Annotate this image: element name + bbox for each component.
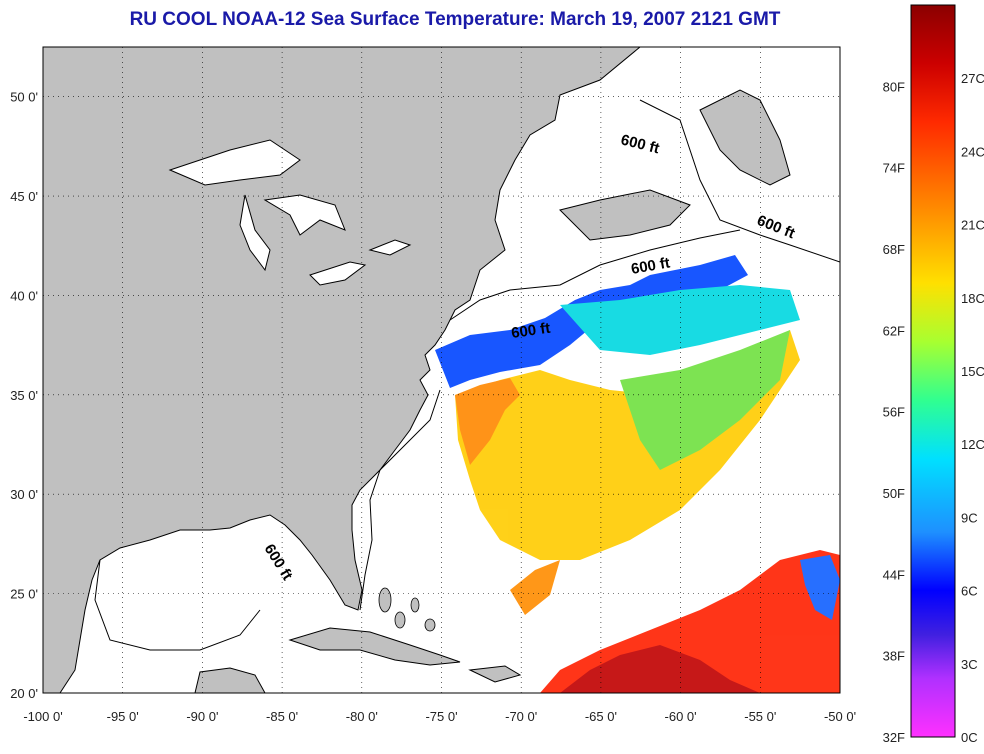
bahamas-islands — [378, 587, 436, 632]
newfoundland-land — [699, 89, 791, 186]
lat-tick-label: 50 0' — [10, 90, 38, 105]
lat-tick-label: 30 0' — [10, 487, 38, 502]
fahrenheit-label: 32F — [883, 730, 905, 745]
fahrenheit-label: 50F — [883, 486, 905, 501]
north-america-land — [43, 47, 641, 693]
yucatan-land — [194, 667, 266, 693]
tropical-blue-patch — [800, 555, 840, 620]
orange-patch — [510, 560, 560, 615]
contour-label: 600 ft — [630, 254, 672, 278]
fahrenheit-label: 62F — [883, 323, 905, 338]
nova-scotia-land — [559, 189, 691, 241]
slope-water — [560, 285, 800, 355]
map-title: RU COOL NOAA-12 Sea Surface Temperature:… — [129, 9, 781, 30]
colorbar-labels: 80F 74F 68F 62F 56F 50F 44F 38F 32F 27C 24C 21C 18C 1… — [883, 71, 984, 745]
celsius-label: 18C — [961, 291, 984, 306]
lon-tick-label: -70 0' — [505, 709, 537, 724]
hispaniola-land — [468, 665, 522, 683]
cuba-land — [288, 627, 461, 666]
celsius-label: 21C — [961, 218, 984, 233]
lat-tick-label: 45 0' — [10, 189, 38, 204]
celsius-label: 6C — [961, 584, 978, 599]
celsius-label: 27C — [961, 71, 984, 86]
celsius-label: 12C — [961, 437, 984, 452]
celsius-label: 15C — [961, 364, 984, 379]
lat-tick-label: 25 0' — [10, 587, 38, 602]
lon-tick-label: -80 0' — [346, 709, 378, 724]
fahrenheit-label: 44F — [883, 567, 905, 582]
celsius-label: 9C — [961, 510, 978, 525]
green-band — [620, 330, 790, 470]
axis-ticks: -100 0' -95 0' -90 0' -85 0' -80 0' -75 0' -70… — [10, 90, 856, 724]
lon-tick-label: -60 0' — [665, 709, 697, 724]
lon-tick-label: -90 0' — [186, 709, 218, 724]
lon-tick-label: -85 0' — [266, 709, 298, 724]
fahrenheit-label: 80F — [883, 79, 905, 94]
colorbar-gradient — [910, 4, 956, 738]
lon-tick-label: -55 0' — [744, 709, 776, 724]
great-lakes — [168, 139, 412, 286]
celsius-label: 3C — [961, 657, 978, 672]
lon-tick-label: -50 0' — [824, 709, 856, 724]
lat-tick-label: 20 0' — [10, 686, 38, 701]
600ft-contour — [94, 99, 840, 651]
fahrenheit-label: 38F — [883, 649, 905, 664]
lat-tick-label: 35 0' — [10, 388, 38, 403]
sst-swath — [435, 255, 840, 693]
gulf-stream-core — [455, 378, 520, 465]
fahrenheit-label: 56F — [883, 405, 905, 420]
lon-tick-label: -100 0' — [23, 709, 62, 724]
contour-label: 600 ft — [510, 320, 551, 342]
tropical-warm — [540, 550, 840, 693]
fahrenheit-label: 74F — [883, 161, 905, 176]
lon-tick-label: -75 0' — [425, 709, 457, 724]
lon-tick-label: -65 0' — [585, 709, 617, 724]
lat-tick-label: 40 0' — [10, 288, 38, 303]
lon-tick-label: -95 0' — [107, 709, 139, 724]
celsius-label: 0C — [961, 730, 978, 745]
celsius-label: 24C — [961, 144, 984, 159]
tropical-dark — [560, 645, 760, 693]
fahrenheit-label: 68F — [883, 242, 905, 257]
